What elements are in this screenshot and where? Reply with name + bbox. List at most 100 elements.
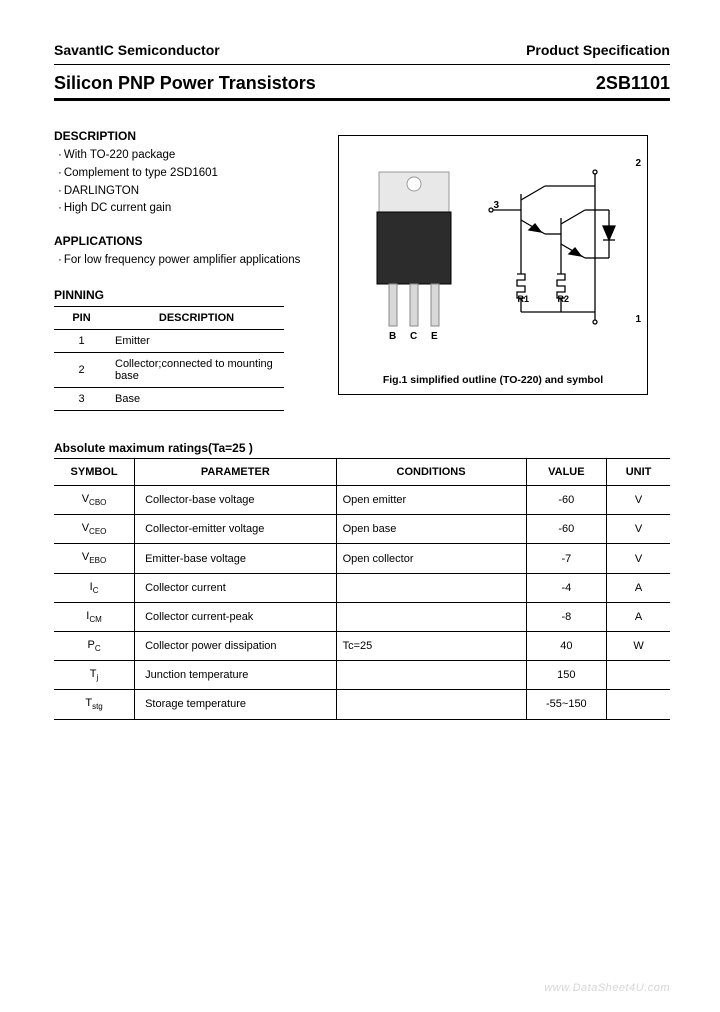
- description-heading: DESCRIPTION: [54, 129, 324, 143]
- product-title: Silicon PNP Power Transistors: [54, 73, 316, 94]
- table-row: TstgStorage temperature -55~150: [54, 690, 670, 719]
- pkg-pin-label: C: [410, 331, 417, 342]
- applications-list: For low frequency power amplifier applic…: [54, 252, 324, 270]
- cell-symbol: IC: [54, 573, 135, 602]
- pinning-heading: PINNING: [54, 288, 324, 302]
- cell-parameter: Collector-base voltage: [135, 486, 336, 515]
- figure-box: B C E: [338, 135, 648, 395]
- cell-conditions: [336, 690, 526, 719]
- cell-value: 40: [526, 632, 607, 661]
- figure-caption: Fig.1 simplified outline (TO-220) and sy…: [339, 374, 647, 386]
- desc-item: DARLINGTON: [58, 183, 324, 201]
- cell-symbol: Tstg: [54, 690, 135, 719]
- cell-unit: A: [607, 602, 670, 631]
- body-area: DESCRIPTION With TO-220 package Compleme…: [54, 129, 670, 411]
- cell-symbol: VCEO: [54, 515, 135, 544]
- page-header: SavantIC Semiconductor Product Specifica…: [54, 42, 670, 62]
- schematic-icon: [485, 164, 635, 334]
- table-row: PCCollector power dissipationTc=2540W: [54, 632, 670, 661]
- cell-symbol: PC: [54, 632, 135, 661]
- left-column: DESCRIPTION With TO-220 package Compleme…: [54, 129, 324, 411]
- cell-parameter: Collector-emitter voltage: [135, 515, 336, 544]
- cell-symbol: ICM: [54, 602, 135, 631]
- app-item: For low frequency power amplifier applic…: [58, 252, 324, 270]
- cell-unit: [607, 661, 670, 690]
- divider: [54, 64, 670, 65]
- col-conditions: CONDITIONS: [336, 459, 526, 486]
- cell-conditions: [336, 573, 526, 602]
- schem-label: R2: [557, 294, 569, 304]
- table-row: VEBOEmitter-base voltageOpen collector-7…: [54, 544, 670, 573]
- col-desc: DESCRIPTION: [109, 307, 284, 330]
- desc-item: Complement to type 2SD1601: [58, 165, 324, 183]
- cell-conditions: [336, 602, 526, 631]
- watermark: www.DataSheet4U.com: [544, 982, 670, 994]
- cell-unit: V: [607, 515, 670, 544]
- applications-section: APPLICATIONS For low frequency power amp…: [54, 234, 324, 270]
- desc-item: High DC current gain: [58, 200, 324, 218]
- table-row: ICMCollector current-peak-8A: [54, 602, 670, 631]
- cell-value: -4: [526, 573, 607, 602]
- datasheet-page: SavantIC Semiconductor Product Specifica…: [0, 0, 720, 740]
- pin-num: 1: [54, 330, 109, 353]
- pinning-table: PIN DESCRIPTION 1 Emitter 2 Collector;co…: [54, 306, 284, 411]
- cell-conditions: Tc=25: [336, 632, 526, 661]
- description-list: With TO-220 package Complement to type 2…: [54, 147, 324, 218]
- col-pin: PIN: [54, 307, 109, 330]
- col-parameter: PARAMETER: [135, 459, 336, 486]
- table-row: 1 Emitter: [54, 330, 284, 353]
- cell-value: -7: [526, 544, 607, 573]
- cell-symbol: Tj: [54, 661, 135, 690]
- pin-desc: Collector;connected to mounting base: [109, 353, 284, 388]
- cell-unit: A: [607, 573, 670, 602]
- cell-unit: V: [607, 486, 670, 515]
- cell-parameter: Junction temperature: [135, 661, 336, 690]
- ratings-table: SYMBOL PARAMETER CONDITIONS VALUE UNIT V…: [54, 458, 670, 720]
- pkg-pin-label: B: [389, 331, 396, 342]
- cell-symbol: VCBO: [54, 486, 135, 515]
- table-row: TjJunction temperature 150: [54, 661, 670, 690]
- cell-unit: W: [607, 632, 670, 661]
- cell-symbol: VEBO: [54, 544, 135, 573]
- cell-conditions: Open emitter: [336, 486, 526, 515]
- right-column: B C E: [324, 129, 670, 411]
- cell-conditions: [336, 661, 526, 690]
- table-row: 2 Collector;connected to mounting base: [54, 353, 284, 388]
- col-symbol: SYMBOL: [54, 459, 135, 486]
- cell-unit: V: [607, 544, 670, 573]
- table-row: VCBOCollector-base voltageOpen emitter-6…: [54, 486, 670, 515]
- cell-conditions: Open base: [336, 515, 526, 544]
- ratings-heading: Absolute maximum ratings(Ta=25 ): [54, 441, 670, 455]
- pkg-pin-label: E: [431, 331, 438, 342]
- title-row: Silicon PNP Power Transistors 2SB1101: [54, 67, 670, 98]
- cell-parameter: Collector current: [135, 573, 336, 602]
- table-row: ICCollector current -4A: [54, 573, 670, 602]
- col-value: VALUE: [526, 459, 607, 486]
- cell-parameter: Collector current-peak: [135, 602, 336, 631]
- schem-label: 3: [493, 200, 499, 211]
- pin-num: 2: [54, 353, 109, 388]
- table-header-row: SYMBOL PARAMETER CONDITIONS VALUE UNIT: [54, 459, 670, 486]
- schem-label: 1: [635, 314, 641, 325]
- pinning-section: PINNING PIN DESCRIPTION 1 Emitter 2 Coll…: [54, 288, 324, 411]
- table-row: 3 Base: [54, 388, 284, 411]
- desc-item: With TO-220 package: [58, 147, 324, 165]
- cell-parameter: Emitter-base voltage: [135, 544, 336, 573]
- cell-conditions: Open collector: [336, 544, 526, 573]
- pin-num: 3: [54, 388, 109, 411]
- pin-desc: Emitter: [109, 330, 284, 353]
- cell-value: -55~150: [526, 690, 607, 719]
- cell-parameter: Storage temperature: [135, 690, 336, 719]
- part-number: 2SB1101: [596, 73, 670, 94]
- schem-label: 2: [635, 158, 641, 169]
- package-icon: [359, 166, 469, 336]
- applications-heading: APPLICATIONS: [54, 234, 324, 248]
- ratings-section: Absolute maximum ratings(Ta=25 ) SYMBOL …: [54, 441, 670, 720]
- col-unit: UNIT: [607, 459, 670, 486]
- cell-value: -60: [526, 486, 607, 515]
- cell-value: -60: [526, 515, 607, 544]
- schem-label: R1: [517, 294, 529, 304]
- cell-value: 150: [526, 661, 607, 690]
- divider-thick: [54, 98, 670, 101]
- spec-label: Product Specification: [526, 42, 670, 58]
